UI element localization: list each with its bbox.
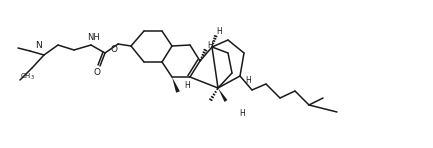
Polygon shape xyxy=(218,88,227,102)
Text: H: H xyxy=(184,81,190,90)
Text: NH: NH xyxy=(87,33,100,41)
Text: H: H xyxy=(239,108,245,118)
Text: CH$_3$: CH$_3$ xyxy=(19,72,35,82)
Polygon shape xyxy=(172,77,180,93)
Text: H: H xyxy=(245,75,251,85)
Text: O: O xyxy=(110,45,117,53)
Text: H: H xyxy=(216,26,222,36)
Text: H: H xyxy=(207,41,213,49)
Text: N: N xyxy=(36,41,42,49)
Text: O: O xyxy=(94,67,100,77)
